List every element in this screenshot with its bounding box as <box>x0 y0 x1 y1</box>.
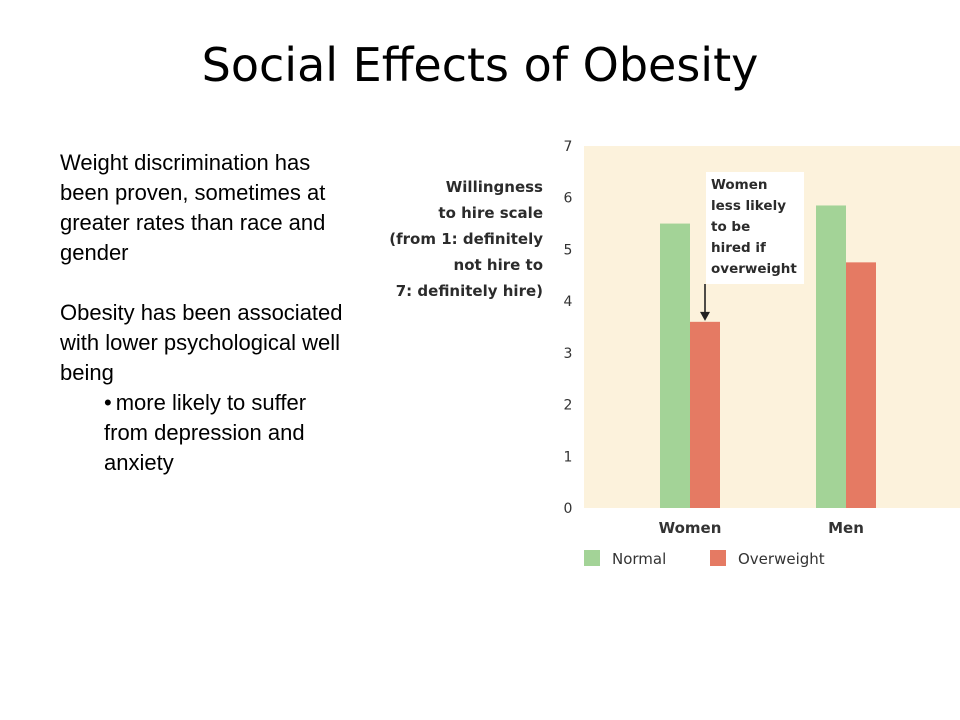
bullet-text: more likely to suffer from depression an… <box>104 390 307 475</box>
annotation-callout: Women less likely to be hired if overweight <box>700 172 804 321</box>
y-axis-label: Willingness to hire scale (from 1: definit… <box>389 178 543 300</box>
legend-swatch-normal <box>584 550 600 566</box>
y-tick-label: 4 <box>564 294 573 310</box>
y-tick-label: 7 <box>564 139 573 155</box>
bullet-dot: • <box>104 390 112 415</box>
y-axis-label-line: to hire scale <box>438 204 543 222</box>
legend-label-normal: Normal <box>612 550 666 568</box>
y-axis-ticks: 0 1 2 3 4 5 6 7 <box>564 139 573 517</box>
y-tick-label: 2 <box>564 398 573 414</box>
x-axis-categories: Women Men <box>659 519 864 537</box>
y-tick-label: 6 <box>564 191 573 207</box>
paragraph-psychological: Obesity has been associated with lower p… <box>60 300 343 385</box>
paragraph-weight-discrimination: Weight discrimination has been proven, s… <box>60 150 326 265</box>
annotation-text-line: Women <box>711 177 768 193</box>
legend-swatch-overweight <box>710 550 726 566</box>
x-category-label: Women <box>659 519 722 537</box>
legend-label-overweight: Overweight <box>738 550 825 568</box>
y-tick-label: 5 <box>564 242 573 258</box>
annotation-text-line: hired if <box>711 240 766 256</box>
y-axis-label-line: (from 1: definitely <box>389 230 543 248</box>
y-axis-label-line: Willingness <box>446 178 543 196</box>
bar-women-normal <box>660 223 690 509</box>
y-tick-label: 0 <box>564 501 573 517</box>
hiring-bar-chart: Willingness to hire scale (from 1: definit… <box>389 139 960 568</box>
legend: Normal Overweight <box>584 550 825 568</box>
y-tick-label: 3 <box>564 346 573 362</box>
annotation-arrow-head <box>700 311 710 321</box>
y-axis-label-line: 7: definitely hire) <box>396 282 543 300</box>
left-text-block: Weight discrimination has been proven, s… <box>60 148 350 478</box>
annotation-text-line: overweight <box>711 261 797 277</box>
bar-men-overweight <box>846 262 876 508</box>
bar-men-normal <box>816 205 846 508</box>
bullet-item: • more likely to suffer from depression a… <box>60 388 350 478</box>
y-axis-label-line: not hire to <box>454 256 543 274</box>
bar-women-overweight <box>690 321 720 508</box>
annotation-text-line: less likely <box>711 198 786 214</box>
bars <box>660 205 876 509</box>
annotation-text-line: to be <box>711 219 750 235</box>
x-category-label: Men <box>828 519 864 537</box>
slide-title: Social Effects of Obesity <box>201 38 759 92</box>
annotation-box <box>706 172 804 284</box>
y-tick-label: 1 <box>564 449 573 465</box>
